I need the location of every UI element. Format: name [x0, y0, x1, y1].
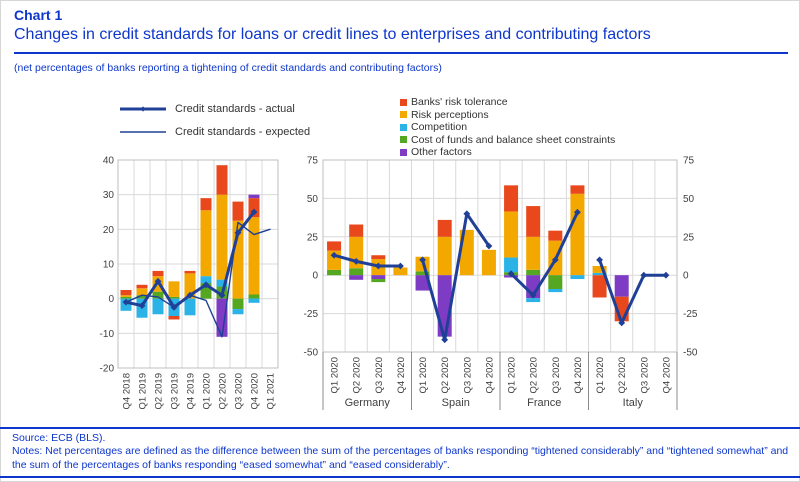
- svg-text:Q1 2020: Q1 2020: [418, 357, 429, 393]
- svg-text:-50: -50: [683, 348, 698, 359]
- legend-label: Other factors: [411, 146, 472, 159]
- svg-text:20: 20: [103, 225, 115, 236]
- svg-text:France: France: [527, 397, 561, 409]
- page-title: Changes in credit standards for loans or…: [14, 26, 651, 43]
- svg-text:Q4 2020: Q4 2020: [250, 373, 261, 409]
- svg-text:Q4 2018: Q4 2018: [122, 373, 133, 409]
- color-swatch-icon: [400, 136, 407, 144]
- legend-label: Competition: [411, 121, 468, 134]
- svg-text:-25: -25: [683, 309, 698, 320]
- svg-text:Q2 2019: Q2 2019: [154, 373, 165, 409]
- svg-text:Q4 2020: Q4 2020: [573, 357, 584, 393]
- line-actual: [122, 208, 258, 311]
- legend-credit-standards-lines: Credit standards - actual Credit standard…: [118, 103, 310, 138]
- svg-text:-10: -10: [100, 329, 115, 340]
- line-sample-icon: [120, 131, 166, 133]
- svg-text:Germany: Germany: [345, 397, 391, 409]
- title-divider: [14, 52, 788, 54]
- svg-text:-50: -50: [304, 348, 319, 359]
- svg-text:-25: -25: [304, 309, 319, 320]
- svg-text:Q3 2020: Q3 2020: [462, 357, 473, 393]
- grid-layer: [117, 159, 279, 369]
- axis-labels: -20 -10 0 10 20 30 40 Q4 2018 Q1 2019 Q2 2019 Q3 2…: [100, 156, 277, 410]
- svg-text:Q1 2021: Q1 2021: [266, 373, 277, 409]
- svg-text:-20: -20: [100, 364, 115, 375]
- svg-text:30: 30: [103, 190, 115, 201]
- legend-label: Credit standards - actual: [175, 103, 295, 115]
- svg-text:Spain: Spain: [442, 397, 470, 409]
- svg-text:50: 50: [307, 194, 319, 205]
- line-actual-france: [507, 208, 581, 299]
- color-swatch-icon: [400, 148, 407, 156]
- svg-text:Q4 2020: Q4 2020: [661, 357, 672, 393]
- color-swatch-icon: [400, 123, 407, 131]
- legend-item-actual: Credit standards - actual: [118, 103, 310, 115]
- chart-subtitle: (net percentages of banks reporting a ti…: [14, 62, 442, 74]
- svg-text:Q2 2020: Q2 2020: [440, 357, 451, 393]
- legend-label: Banks' risk tolerance: [411, 96, 508, 109]
- svg-text:Q3 2020: Q3 2020: [639, 357, 650, 393]
- legend-item-other-factors: Other factors: [400, 146, 615, 159]
- color-swatch-icon: [400, 98, 407, 106]
- svg-text:50: 50: [683, 194, 695, 205]
- line-sample-icon: [120, 106, 166, 112]
- svg-text:Italy: Italy: [623, 397, 644, 409]
- svg-text:Q1 2020: Q1 2020: [202, 373, 213, 409]
- legend-item-expected: Credit standards - expected: [118, 126, 310, 138]
- footer-divider-bottom: [0, 476, 800, 478]
- legend-label: Credit standards - expected: [175, 126, 311, 138]
- svg-text:Q2 2020: Q2 2020: [529, 357, 540, 393]
- svg-text:40: 40: [103, 156, 115, 167]
- svg-text:0: 0: [108, 294, 114, 305]
- countries-chart: Q1 2020 Q2 2020 Q3 2020 Q4 2020 Germany Q1 20…: [304, 156, 698, 410]
- color-swatch-icon: [400, 111, 407, 119]
- svg-text:Q3 2020: Q3 2020: [374, 357, 385, 393]
- legend-label: Cost of funds and balance sheet constrai…: [411, 133, 616, 146]
- svg-text:10: 10: [103, 260, 115, 271]
- svg-text:0: 0: [683, 271, 689, 282]
- svg-text:Q1 2020: Q1 2020: [595, 357, 606, 393]
- source-note: Source: ECB (BLS).: [12, 432, 106, 444]
- legend-item-competition: Competition: [400, 121, 615, 134]
- svg-text:Q3 2020: Q3 2020: [551, 357, 562, 393]
- legend-item-cost-of-funds: Cost of funds and balance sheet constrai…: [400, 134, 615, 147]
- legend-item-risk-tolerance: Banks' risk tolerance: [400, 96, 615, 109]
- svg-text:Q2 2020: Q2 2020: [352, 357, 363, 393]
- euro-area-chart: -20 -10 0 10 20 30 40 Q4 2018 Q1 2019 Q2 2019 Q3 2…: [100, 156, 279, 410]
- svg-text:75: 75: [683, 156, 695, 167]
- svg-text:75: 75: [307, 156, 319, 167]
- svg-text:Q2 2020: Q2 2020: [617, 357, 628, 393]
- axis-labels: Q1 2020 Q2 2020 Q3 2020 Q4 2020 Germany Q1 20…: [304, 156, 698, 410]
- svg-text:Q4 2019: Q4 2019: [186, 373, 197, 409]
- legend-item-risk-perceptions: Risk perceptions: [400, 109, 615, 122]
- svg-text:Q3 2019: Q3 2019: [170, 373, 181, 409]
- stacked-bars-layer: [120, 165, 260, 337]
- svg-text:Q3 2020: Q3 2020: [234, 373, 245, 409]
- chart-number: Chart 1: [14, 7, 63, 23]
- svg-text:25: 25: [307, 232, 319, 243]
- svg-text:Q4 2020: Q4 2020: [484, 357, 495, 393]
- methodology-notes: Notes: Net percentages are defined as th…: [12, 445, 789, 471]
- line-actual-italy: [596, 256, 670, 327]
- legend-label: Risk perceptions: [411, 108, 489, 121]
- svg-text:25: 25: [683, 232, 695, 243]
- footer-divider-top: [0, 427, 800, 429]
- svg-text:Q1 2020: Q1 2020: [330, 357, 341, 393]
- svg-text:Q2 2020: Q2 2020: [218, 373, 229, 409]
- svg-text:0: 0: [312, 271, 318, 282]
- svg-text:Q4 2020: Q4 2020: [396, 357, 407, 393]
- svg-text:Q1 2020: Q1 2020: [507, 357, 518, 393]
- legend-contributing-factors: Banks' risk tolerance Risk perceptions Com…: [400, 96, 615, 159]
- line-actual-germany: [330, 251, 404, 270]
- svg-text:Q1 2019: Q1 2019: [138, 373, 149, 409]
